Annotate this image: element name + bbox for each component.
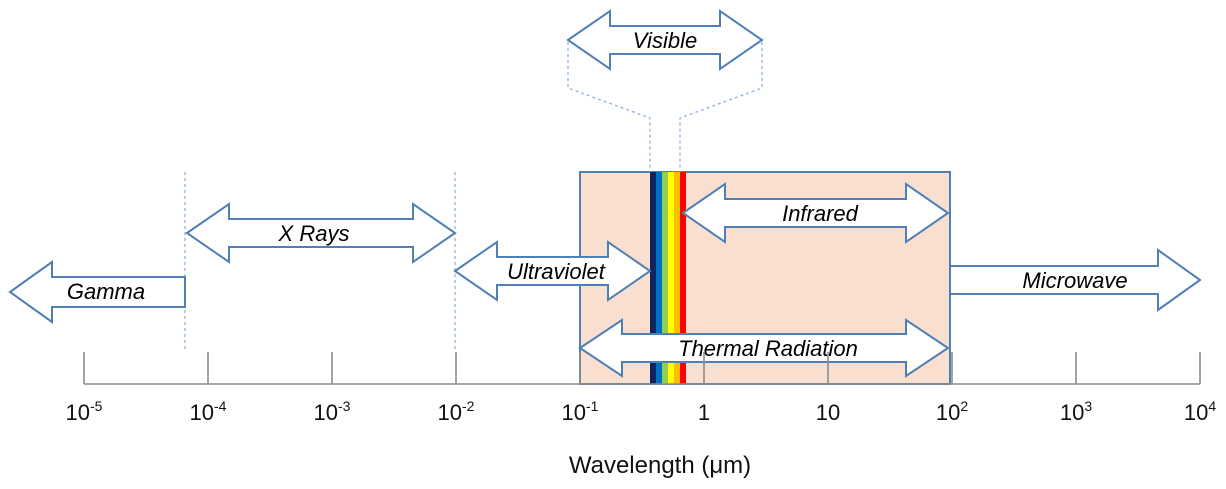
- ultraviolet-arrow: [453, 240, 652, 302]
- axis-tick-label: 1: [698, 400, 710, 425]
- visible-spectrum-stripes: [650, 172, 686, 384]
- microwave-label: Microwave: [1022, 268, 1127, 293]
- axis-title: Wavelength (μm): [569, 452, 751, 479]
- thermal-radiation-label: Thermal Radiation: [678, 336, 858, 361]
- spectrum-stripe: [656, 172, 662, 384]
- xrays-arrow: [185, 202, 457, 264]
- axis-tick-label: 10-5: [66, 398, 103, 425]
- axis-tick-label: 104: [1184, 398, 1216, 425]
- axis-tick-label: 10: [816, 400, 840, 425]
- spectrum-stripe: [668, 172, 674, 384]
- axis-tick-label: 10-2: [438, 398, 475, 425]
- visible-label: Visible: [633, 28, 697, 53]
- spectrum-stripe: [650, 172, 656, 384]
- visible-arrow: [566, 9, 764, 71]
- axis-tick-label: 10-1: [562, 398, 599, 425]
- axis-tick-label: 102: [936, 398, 968, 425]
- axis-tick-labels: 10-5 10-4 10-3 10-2 10-1 1 10 102 103 104: [66, 398, 1217, 425]
- spectrum-stripe: [674, 172, 680, 384]
- microwave-arrow: [949, 248, 1202, 312]
- ultraviolet-label: Ultraviolet: [507, 259, 606, 284]
- gamma-arrow: [8, 260, 186, 324]
- spectrum-stripe: [680, 172, 686, 384]
- infrared-label: Infrared: [782, 201, 859, 226]
- axis-ticks: [83, 352, 1201, 384]
- spectrum-stripe: [662, 172, 668, 384]
- axis-tick-label: 10-4: [190, 398, 227, 425]
- gamma-label: Gamma: [67, 279, 145, 304]
- infrared-arrow: [681, 182, 950, 244]
- thermal-radiation-arrow: [578, 318, 950, 378]
- xrays-label: X Rays: [278, 221, 350, 246]
- axis-tick-label: 10-3: [314, 398, 351, 425]
- axis-tick-label: 103: [1060, 398, 1092, 425]
